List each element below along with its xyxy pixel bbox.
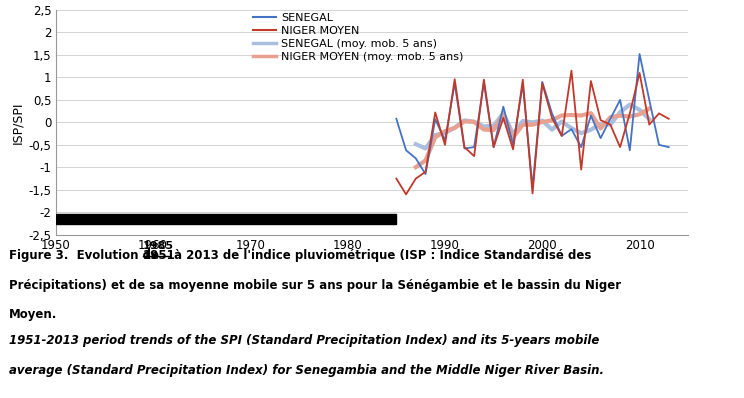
Text: average (Standard Precipitation Index) for Senegambia and the Middle Niger River: average (Standard Precipitation Index) f…: [9, 364, 604, 377]
Bar: [56, 215, 397, 224]
Y-axis label: ISP/SPI: ISP/SPI: [11, 101, 25, 144]
Text: 1951-2013 period trends of the SPI (Standard Precipitation Index) and its 5-year: 1951-2013 period trends of the SPI (Stan…: [9, 334, 600, 347]
Text: 1951: 1951: [143, 249, 176, 262]
Text: Figure 3.  Evolution de: Figure 3. Evolution de: [9, 249, 163, 262]
Text: Moyen.: Moyen.: [9, 308, 57, 322]
Text: à 2013 de l'indice pluviométrique (ISP : Indice Standardisé des: à 2013 de l'indice pluviométrique (ISP :…: [170, 249, 591, 262]
Text: Précipitations) et de sa moyenne mobile sur 5 ans pour la Sénégambie et le bassi: Précipitations) et de sa moyenne mobile …: [9, 279, 621, 292]
Legend: SENEGAL, NIGER MOYEN, SENEGAL (moy. mob. 5 ans), NIGER MOYEN (moy. mob. 5 ans): SENEGAL, NIGER MOYEN, SENEGAL (moy. mob.…: [251, 11, 466, 64]
Text: 1985: 1985: [143, 241, 174, 251]
